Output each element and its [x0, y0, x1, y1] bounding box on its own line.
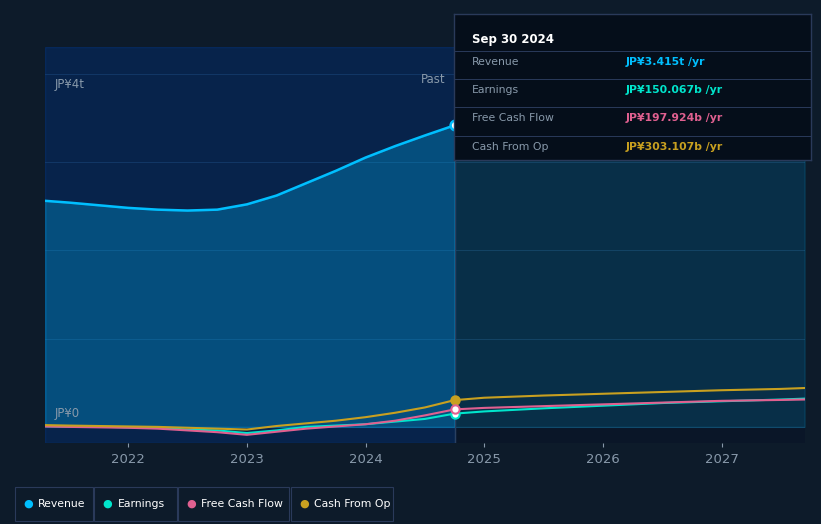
Text: Past: Past	[420, 73, 445, 86]
Text: JP¥0: JP¥0	[55, 407, 80, 420]
Text: Earnings: Earnings	[472, 85, 519, 95]
Text: Cash From Op: Cash From Op	[314, 499, 390, 509]
Text: JP¥150.067b /yr: JP¥150.067b /yr	[626, 85, 722, 95]
Text: Analysts Forecasts: Analysts Forecasts	[464, 73, 574, 86]
Text: JP¥4t: JP¥4t	[55, 78, 85, 91]
Text: ●: ●	[299, 499, 309, 509]
Text: JP¥303.107b /yr: JP¥303.107b /yr	[626, 142, 722, 152]
Text: Cash From Op: Cash From Op	[472, 142, 548, 152]
Text: JP¥197.924b /yr: JP¥197.924b /yr	[626, 113, 722, 124]
Text: ●: ●	[23, 499, 33, 509]
Text: Revenue: Revenue	[38, 499, 85, 509]
Text: Free Cash Flow: Free Cash Flow	[472, 113, 553, 124]
Text: ●: ●	[186, 499, 196, 509]
Bar	[45, 47, 455, 443]
Text: Free Cash Flow: Free Cash Flow	[201, 499, 283, 509]
Text: Revenue: Revenue	[472, 57, 520, 67]
Text: ●: ●	[103, 499, 112, 509]
Text: JP¥3.415t /yr: JP¥3.415t /yr	[626, 57, 705, 67]
Text: Earnings: Earnings	[117, 499, 164, 509]
Text: Sep 30 2024: Sep 30 2024	[472, 33, 554, 46]
